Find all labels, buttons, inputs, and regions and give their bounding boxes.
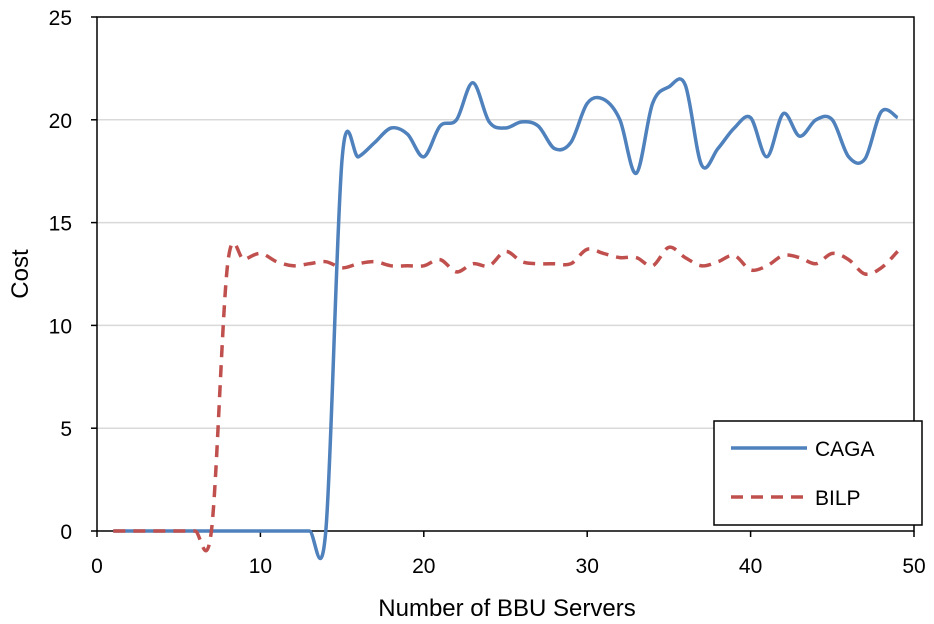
y-tick-label-0: 0	[60, 521, 72, 544]
y-tick-label-15: 15	[49, 213, 72, 236]
y-tick-label-5: 5	[60, 418, 72, 441]
y-tick-label-25: 25	[49, 7, 72, 30]
x-tick-label-10: 10	[249, 555, 272, 578]
x-tick-label-50: 50	[902, 555, 925, 578]
x-tick-label-30: 30	[576, 555, 599, 578]
series-line-bilp	[113, 241, 899, 553]
series-line-caga	[113, 77, 899, 561]
y-tick-label-10: 10	[49, 315, 72, 338]
series-lines	[113, 77, 899, 561]
y-axis-title: Cost	[7, 249, 34, 299]
gridlines	[97, 119, 914, 429]
x-tick-label-0: 0	[91, 555, 103, 578]
legend: CAGA BILP	[713, 420, 923, 526]
x-tick-label-40: 40	[739, 555, 762, 578]
x-axis-title: Number of BBU Servers	[378, 595, 635, 622]
y-tick-label-20: 20	[49, 110, 72, 133]
legend-label-caga: CAGA	[815, 438, 875, 461]
legend-label-bilp: BILP	[815, 487, 861, 510]
plot-area-border	[96, 16, 915, 532]
tick-labels: 0 10 20 30 40 50 0 5 10 15 20 25	[49, 7, 926, 578]
legend-box	[713, 420, 923, 526]
plot-frame	[91, 16, 915, 537]
x-tick-label-20: 20	[412, 555, 435, 578]
